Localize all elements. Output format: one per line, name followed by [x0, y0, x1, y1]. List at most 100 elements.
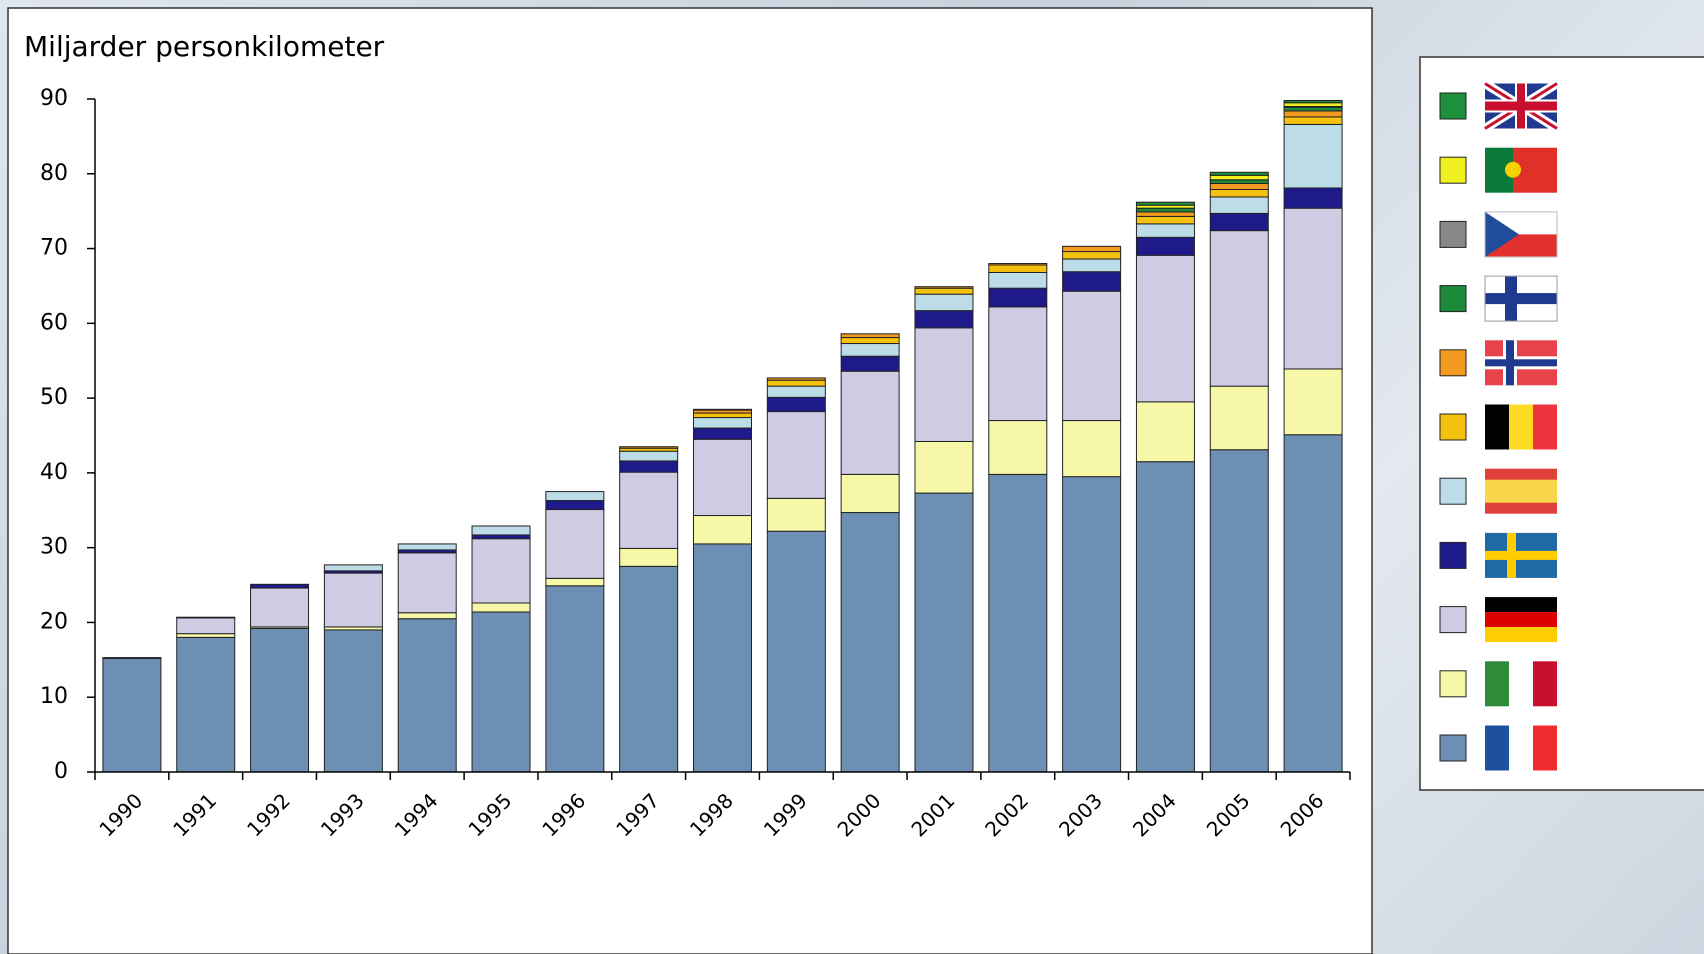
flag-part [1533, 725, 1557, 771]
flag-part [1485, 293, 1557, 305]
flag-border [1484, 211, 1558, 258]
bar-segment [1283, 368, 1343, 436]
bar-segment [693, 408, 752, 411]
bar-segment [840, 355, 900, 372]
bar-segment [914, 310, 974, 329]
bar-segment [176, 617, 236, 635]
y-tick-label: 80 [40, 161, 68, 186]
bar-segment [1283, 116, 1343, 125]
flag-part [1485, 725, 1509, 771]
bar-segment [1062, 271, 1122, 292]
bar-segment [545, 577, 605, 587]
flag-part [1485, 359, 1557, 367]
bar-segment [1209, 174, 1269, 181]
bar-segment [766, 497, 826, 532]
flag-part [1533, 404, 1557, 450]
bar-segment [693, 438, 752, 517]
bar-segment [766, 385, 826, 398]
bar-segment [840, 473, 900, 514]
bar-segment [397, 618, 457, 773]
legend-swatch [1439, 413, 1467, 441]
bar-segment [1135, 223, 1195, 238]
legend-swatch [1439, 477, 1467, 505]
flag-part [1485, 211, 1519, 257]
y-tick-label: 50 [40, 385, 68, 410]
bar-segment [1283, 106, 1343, 112]
legend-flag [1485, 404, 1557, 450]
bar-segment [102, 657, 162, 773]
legend-swatch [1439, 92, 1467, 120]
bar-segment [102, 657, 162, 659]
flag-part [1485, 597, 1557, 613]
bar-segment [323, 564, 383, 572]
y-tick-label: 30 [40, 535, 68, 560]
bar-segment [914, 293, 974, 312]
flag-part [1509, 725, 1533, 771]
bar-segment [988, 263, 1048, 266]
bar-segment [1062, 476, 1122, 773]
bar-segment [693, 427, 752, 440]
bar-segment [1283, 102, 1343, 107]
bar-segment [840, 512, 900, 773]
bar-segment [766, 396, 826, 413]
bar-segment [988, 264, 1048, 273]
y-tick-label: 70 [40, 236, 68, 261]
flag-part [1505, 161, 1521, 178]
bar-segment [1209, 196, 1269, 214]
bar-segment [693, 417, 752, 429]
bar-segment [397, 552, 457, 614]
bar-segment [1209, 212, 1269, 232]
bar-segment [1209, 230, 1269, 387]
bar-segment [1062, 245, 1122, 253]
bar-segment [840, 333, 900, 339]
bar-segment [1135, 254, 1195, 403]
bar-segment [840, 370, 900, 475]
bar-segment [250, 583, 310, 589]
bar-segment [545, 509, 605, 579]
bar-segment [693, 515, 752, 545]
legend-flag [1485, 661, 1557, 707]
bar-segment [619, 547, 679, 567]
flag-part [1509, 661, 1533, 707]
legend-flag [1482, 79, 1560, 133]
bar-segment [1283, 99, 1343, 104]
bar-segment [1283, 187, 1343, 209]
bar-segment [1135, 401, 1195, 463]
legend-flag [1484, 275, 1558, 322]
bar-segment [1209, 182, 1269, 190]
bar-segment [471, 602, 531, 613]
flag-part [1485, 101, 1557, 111]
bar-segment [397, 612, 457, 620]
bar-segment [545, 500, 605, 511]
bar-segment [914, 492, 974, 773]
legend-flag [1485, 340, 1557, 386]
bar-segment [914, 440, 974, 494]
bar-segment [1209, 171, 1269, 176]
y-tick-label: 40 [40, 460, 68, 485]
bar-segment [840, 343, 900, 357]
bar-segment [1135, 461, 1195, 773]
bar-segment [176, 633, 236, 638]
legend-swatch [1439, 156, 1467, 184]
bar-segment [693, 543, 752, 773]
bar-segment [545, 491, 605, 502]
bar-segment [766, 530, 826, 773]
bar-segment [1283, 207, 1343, 370]
bar-segment [840, 337, 900, 345]
bar-segment [1209, 449, 1269, 773]
bar-segment [1283, 123, 1343, 189]
bar-segment [693, 412, 752, 419]
bar-segment [619, 450, 679, 462]
y-tick-label: 0 [54, 759, 68, 784]
bar-segment [1283, 434, 1343, 773]
bar-segment [988, 473, 1048, 773]
legend-box [1419, 56, 1704, 791]
bar-segment [1135, 201, 1195, 206]
flag-part [1485, 612, 1557, 628]
y-tick-label: 60 [40, 310, 68, 335]
bar-segment [1283, 110, 1343, 118]
legend-flag [1484, 211, 1558, 258]
flag-part [1485, 404, 1509, 450]
legend-swatch [1439, 734, 1467, 762]
